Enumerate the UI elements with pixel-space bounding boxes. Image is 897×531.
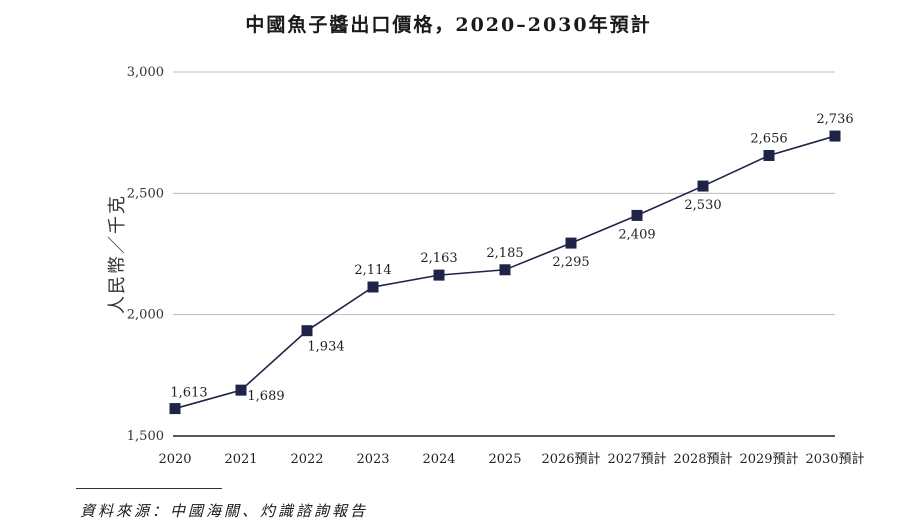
data-label: 1,934 (307, 340, 344, 355)
data-label: 2,114 (354, 263, 391, 278)
data-label: 2,295 (552, 255, 589, 270)
data-label: 2,656 (750, 131, 787, 146)
data-point-marker (697, 180, 709, 192)
data-point-marker (367, 281, 379, 293)
x-tick-label: 2025 (488, 452, 521, 467)
y-tick-label: 3,000 (127, 65, 164, 80)
data-label: 2,736 (816, 112, 853, 127)
x-tick-label: 2030預計 (805, 451, 864, 467)
data-point-marker (565, 237, 577, 249)
y-tick-label: 2,500 (127, 186, 164, 201)
data-label: 1,613 (170, 386, 207, 401)
y-tick-label: 1,500 (127, 429, 164, 444)
data-label: 2,409 (618, 227, 655, 242)
data-point-marker (235, 384, 247, 396)
data-label: 1,689 (247, 389, 284, 404)
source-divider (76, 488, 222, 489)
x-tick-label: 2028預計 (673, 451, 732, 467)
source-note: 資料來源：中國海關、灼識諮詢報告 (80, 502, 369, 520)
data-label: 2,163 (420, 251, 457, 266)
x-tick-label: 2021 (224, 452, 257, 467)
x-tick-label: 2029預計 (739, 451, 798, 467)
data-point-marker (169, 403, 181, 415)
x-tick-label: 2027預計 (607, 451, 666, 467)
data-label: 2,530 (684, 198, 721, 213)
x-tick-label: 2020 (158, 452, 191, 467)
data-point-marker (301, 325, 313, 337)
x-tick-label: 2022 (290, 452, 323, 467)
x-tick-label: 2026預計 (541, 451, 600, 467)
chart-title: 中國魚子醬出口價格，2020–2030年預計 (245, 14, 652, 36)
data-point-marker (829, 130, 841, 142)
y-axis-label: 人民幣／千克 (107, 194, 128, 314)
data-point-marker (763, 149, 775, 161)
y-tick-label: 2,000 (127, 308, 164, 323)
data-label: 2,185 (486, 246, 523, 261)
data-point-marker (499, 264, 511, 276)
x-tick-label: 2024 (422, 452, 455, 467)
data-point-marker (631, 209, 643, 221)
data-point-marker (433, 269, 445, 281)
x-tick-label: 2023 (356, 452, 389, 467)
